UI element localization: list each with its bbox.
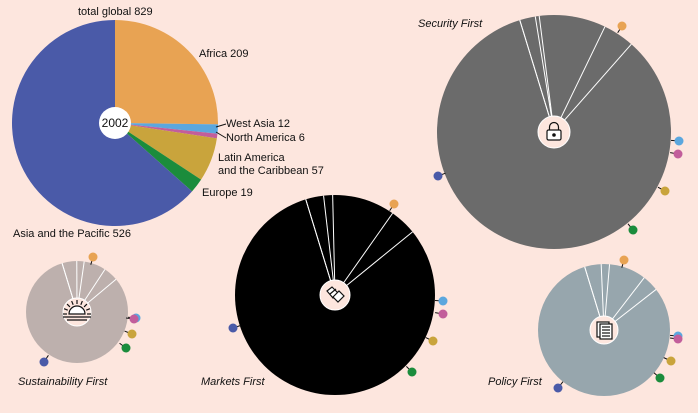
marker-europe xyxy=(655,373,665,383)
marker-europe xyxy=(121,343,131,353)
slice-divider xyxy=(534,16,555,133)
hands-icon xyxy=(326,286,345,303)
slice-divider xyxy=(553,43,632,133)
label-west-asia: West Asia 12 xyxy=(226,118,290,130)
label-north-america: North America 6 xyxy=(226,132,305,144)
slice-divider xyxy=(334,231,413,296)
slice-europe xyxy=(115,123,202,192)
marker-africa xyxy=(389,199,399,209)
center-disc xyxy=(99,107,131,139)
marker-north-america xyxy=(129,314,139,324)
title-policy-first: Policy First xyxy=(488,376,543,388)
marker-asia-pacific xyxy=(39,357,49,367)
marker-latin-america xyxy=(428,336,438,346)
marker-north-america xyxy=(673,334,683,344)
marker-west-asia xyxy=(674,136,684,146)
center-year-label: 2002 xyxy=(102,116,129,130)
leader-line xyxy=(215,131,227,139)
label-latin-america-line2: and the Caribbean 57 xyxy=(218,165,324,177)
pie-2002: 2002 xyxy=(12,20,227,226)
slice-africa xyxy=(115,20,218,125)
slice-north-america xyxy=(115,123,218,139)
marker-latin-america xyxy=(666,356,676,366)
slice-divider xyxy=(332,195,336,296)
marker-africa xyxy=(88,252,98,262)
slice-divider xyxy=(519,19,555,133)
marker-west-asia xyxy=(438,296,448,306)
pie-policy-first xyxy=(538,255,683,396)
document-icon xyxy=(596,321,613,340)
label-asia-pacific: Asia and the Pacific 526 xyxy=(13,228,131,240)
slice-divider xyxy=(538,15,555,133)
title-security-first: Security First xyxy=(418,18,483,30)
marker-africa xyxy=(619,255,629,265)
marker-asia-pacific xyxy=(228,323,238,333)
pie-security-first xyxy=(433,15,684,249)
marker-north-america xyxy=(673,149,683,159)
pie-sustainability-first xyxy=(26,252,141,367)
slice-divider xyxy=(323,195,336,296)
title-markets-first: Markets First xyxy=(201,376,266,388)
sun-icon xyxy=(63,300,91,321)
slice-latin-america-and-the-caribbean xyxy=(115,123,217,180)
label-total-global: total global 829 xyxy=(78,6,153,18)
slice-west-asia xyxy=(115,123,218,134)
pie-markets-first xyxy=(228,195,448,395)
slice-divider xyxy=(334,212,394,296)
label-africa: Africa 209 xyxy=(199,48,249,60)
marker-europe xyxy=(407,367,417,377)
slice-divider xyxy=(305,199,336,296)
leader-line xyxy=(215,123,227,128)
label-latin-america-line1: Latin America xyxy=(218,152,286,164)
padlock-icon xyxy=(546,121,562,141)
marker-asia-pacific xyxy=(433,171,443,181)
title-sustainability-first: Sustainability First xyxy=(18,376,108,388)
marker-north-america xyxy=(438,309,448,319)
marker-latin-america xyxy=(127,329,137,339)
slice-divider xyxy=(553,26,606,133)
marker-latin-america xyxy=(660,186,670,196)
marker-africa xyxy=(617,21,627,31)
marker-asia-pacific xyxy=(553,383,563,393)
marker-europe xyxy=(628,225,638,235)
label-europe: Europe 19 xyxy=(202,187,253,199)
